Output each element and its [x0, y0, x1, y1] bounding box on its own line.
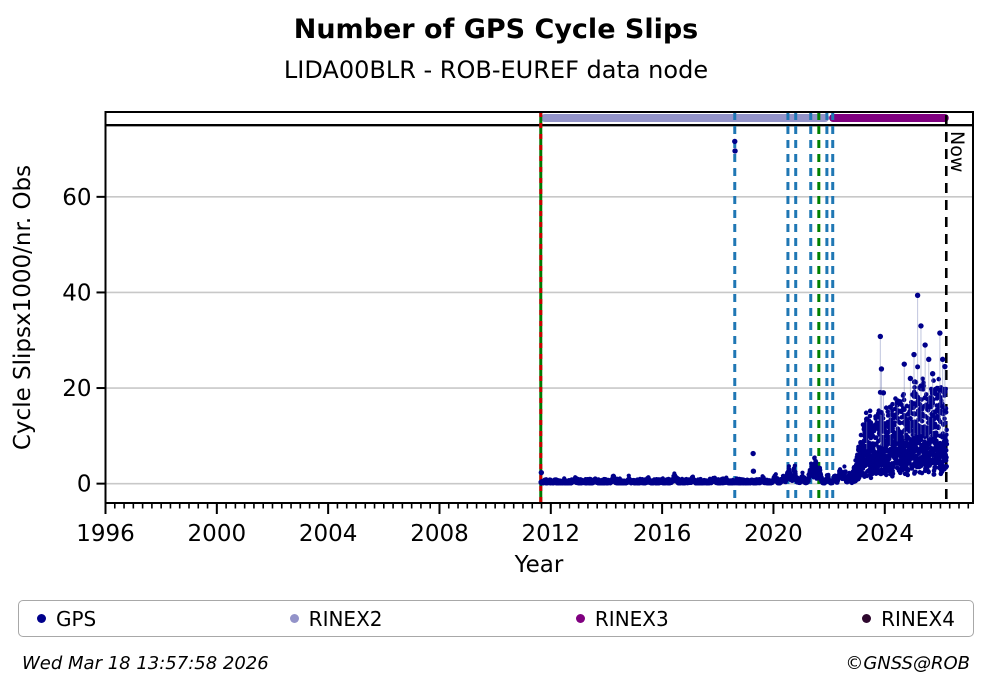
x-tick-label: 2012: [522, 521, 581, 547]
x-tick-label: 2020: [744, 521, 803, 547]
axes-frame: [96, 111, 974, 514]
page-title: Number of GPS Cycle Slips: [293, 14, 699, 45]
rinex3-marker-icon: [575, 614, 585, 623]
x-tick-label: 2000: [188, 521, 247, 547]
legend-item-gps: GPS: [37, 607, 96, 631]
x-tick-label: 2008: [410, 521, 469, 547]
y-tick-label: 60: [62, 185, 91, 211]
gps-marker-icon: [37, 614, 46, 623]
legend-item-rinex2: RINEX2: [289, 606, 383, 631]
y-tick-label: 20: [62, 376, 91, 402]
y-tick-label: 40: [62, 280, 91, 306]
event-lines: [105, 112, 973, 503]
page-subtitle: LIDA00BLR - ROB-EUREF data node: [283, 56, 709, 84]
now-label: Now: [946, 131, 968, 172]
x-tick-label: 1996: [76, 521, 135, 547]
x-axis-label: Year: [514, 552, 564, 578]
timestamp-text: Wed Mar 18 13:57:58 2026: [22, 653, 269, 674]
legend: GPS RINEX2 RINEX3 RINEX4: [18, 600, 974, 637]
rinex4-marker-icon: [862, 614, 872, 623]
legend-label-gps: GPS: [56, 606, 97, 631]
legend-label-rinex2: RINEX2: [308, 606, 383, 631]
legend-item-rinex4: RINEX4: [862, 607, 955, 631]
plot-svg: 1996 2000 2004 2008 2012 2016 2020 20240204060 …: [10, 111, 974, 578]
gridlines: [105, 196, 973, 485]
y-tick-label: 0: [77, 472, 92, 498]
tick-labels: 1996 2000 2004 2008 2012 2016 2020 2024 0 20 40 60: [62, 185, 914, 547]
gps-scatter-points: [538, 138, 950, 486]
rinex-availability-bars: [540, 114, 949, 122]
credit-text: ©GNSS@ROB: [845, 653, 970, 674]
rinex2-marker-icon: [289, 614, 299, 623]
x-tick-label: 2024: [856, 521, 915, 547]
x-tick-label: 2016: [633, 521, 692, 547]
legend-item-rinex3: RINEX3: [575, 606, 669, 631]
legend-label-rinex3: RINEX3: [594, 606, 669, 631]
legend-label-rinex4: RINEX4: [881, 606, 955, 631]
y-axis-label: Cycle Slipsx1000/nr. Obs: [10, 165, 36, 450]
x-tick-label: 2004: [299, 521, 358, 547]
